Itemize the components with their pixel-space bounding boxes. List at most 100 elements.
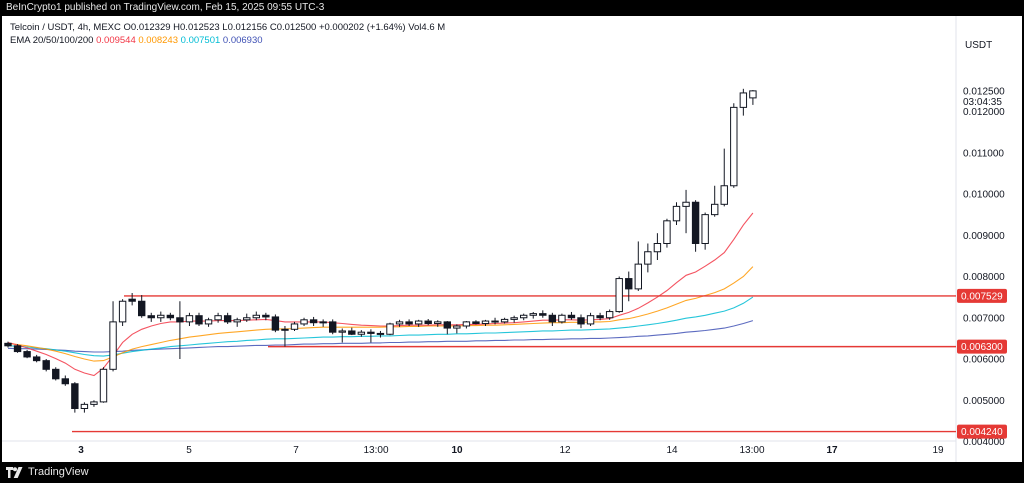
candle-body [672,205,681,222]
x-tick-label: 19 [932,445,944,456]
candle-body [262,314,270,318]
y-tick-label: 0.011000 [963,148,1004,159]
candle-body [558,314,566,323]
candle-body [453,325,461,329]
candle-body [71,383,79,409]
tradingview-icon [6,466,23,478]
x-tick-label: 5 [186,445,192,456]
symbol-legend: Telcoin / USDT, 4h, MEXC O0.012329 H0.01… [10,22,446,33]
x-tick-label: 12 [559,445,571,456]
candle-body [319,321,327,324]
tradingview-brand: TradingView [28,466,89,478]
ema50-value: 0.008243 [138,35,178,46]
candle-body [491,320,499,323]
candle-body [730,106,738,187]
bar-countdown: 03:04:35 [963,97,1002,108]
candle-body [376,332,385,335]
candle-body [80,403,89,409]
candle-body [739,92,748,108]
y-tick-label: 0.010000 [963,190,1005,201]
candle-body [386,323,394,335]
candle-body [300,319,308,325]
candle-body [195,315,203,325]
candle-body [367,331,375,334]
candle-body [481,320,490,325]
y-tick-label: 0.007000 [963,313,1005,324]
candle-body [548,314,557,323]
candle-body [529,313,537,316]
candle-body [472,321,480,325]
candle-body [510,317,518,320]
ema100-value: 0.007501 [180,35,221,46]
candle-body [271,316,280,331]
x-tick-label: 3 [78,445,84,456]
candle-body [424,320,432,325]
candle-body [586,315,595,325]
currency-label: USDT [965,40,993,51]
tradingview-logo[interactable]: TradingView [6,466,89,478]
candle-body [443,321,452,329]
candle-body [357,331,366,335]
candle-body [625,278,633,290]
candle-body [204,319,213,325]
candle-body [128,298,136,302]
ema-label: EMA 20/50/100/200 [10,35,94,46]
candle-body [605,311,614,319]
candle-body [749,90,757,99]
candle-body [615,278,623,313]
level-price-label: 0.007529 [961,291,1003,302]
candle-body [4,342,12,347]
candle-body [634,263,642,290]
candle-body [338,330,346,333]
y-tick-label: 0.009000 [963,231,1005,242]
candle-body [577,317,585,325]
candle-body [42,360,50,370]
candle-body [395,321,404,325]
x-tick-label: 14 [666,445,678,456]
level-price-tag [957,288,1007,303]
publish-bar: BeInCrypto1 published on TradingView.com… [0,0,1024,16]
candle-body [157,314,165,319]
footer-bar [0,462,1024,483]
candle-body [701,214,709,244]
candle-body [414,320,423,325]
publish-text: BeInCrypto1 published on TradingView.com… [6,2,325,13]
y-tick-label: 0.008000 [963,272,1005,283]
candle-body [539,313,547,316]
ema20-value: 0.009544 [96,35,136,46]
candle-body [109,321,117,370]
candle-body [567,314,576,319]
candle-body [185,315,194,323]
candle-body [243,317,251,321]
ema200-value: 0.006930 [222,35,263,46]
ema50-line [7,266,754,362]
level-price-tag [957,339,1007,354]
candle-body [52,368,60,380]
level-price-tag [957,424,1007,439]
x-tick-label: 13:00 [739,445,764,456]
x-tick-label: 10 [451,445,463,456]
chart-panel[interactable]: Telcoin / USDT, 4h, MEXC O0.012329 H0.01… [2,16,1022,462]
candle-body [500,318,509,323]
candle-body [309,319,318,324]
y-tick-label: 0.012500 [963,86,1005,97]
candle-body [691,201,700,244]
candle-body [711,203,719,216]
candle-body [223,315,232,323]
candle-body [663,220,671,244]
candle-body [118,300,127,323]
candle-body [138,300,146,317]
x-tick-label: 13:00 [363,445,388,456]
candle-body [520,314,528,319]
level-price-label: 0.004240 [961,427,1003,438]
candle-body [462,321,471,327]
candle-body [281,328,289,331]
candle-body [233,319,241,323]
y-tick-label: 0.005000 [963,396,1005,407]
candle-body [99,368,108,403]
candle-body [348,330,356,335]
candle-body [682,201,690,207]
candle-body [166,314,175,319]
